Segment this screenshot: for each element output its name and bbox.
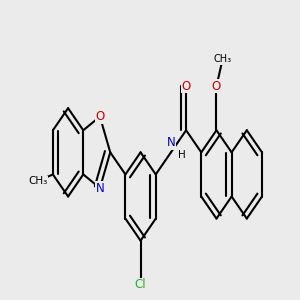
Text: N: N <box>167 136 175 149</box>
Text: N: N <box>96 182 104 195</box>
Text: O: O <box>95 110 105 123</box>
Text: O: O <box>182 80 191 93</box>
Text: O: O <box>212 80 221 93</box>
Text: CH₃: CH₃ <box>28 176 48 186</box>
Text: H: H <box>178 150 186 160</box>
Text: CH₃: CH₃ <box>214 54 232 64</box>
Text: Cl: Cl <box>135 278 146 291</box>
